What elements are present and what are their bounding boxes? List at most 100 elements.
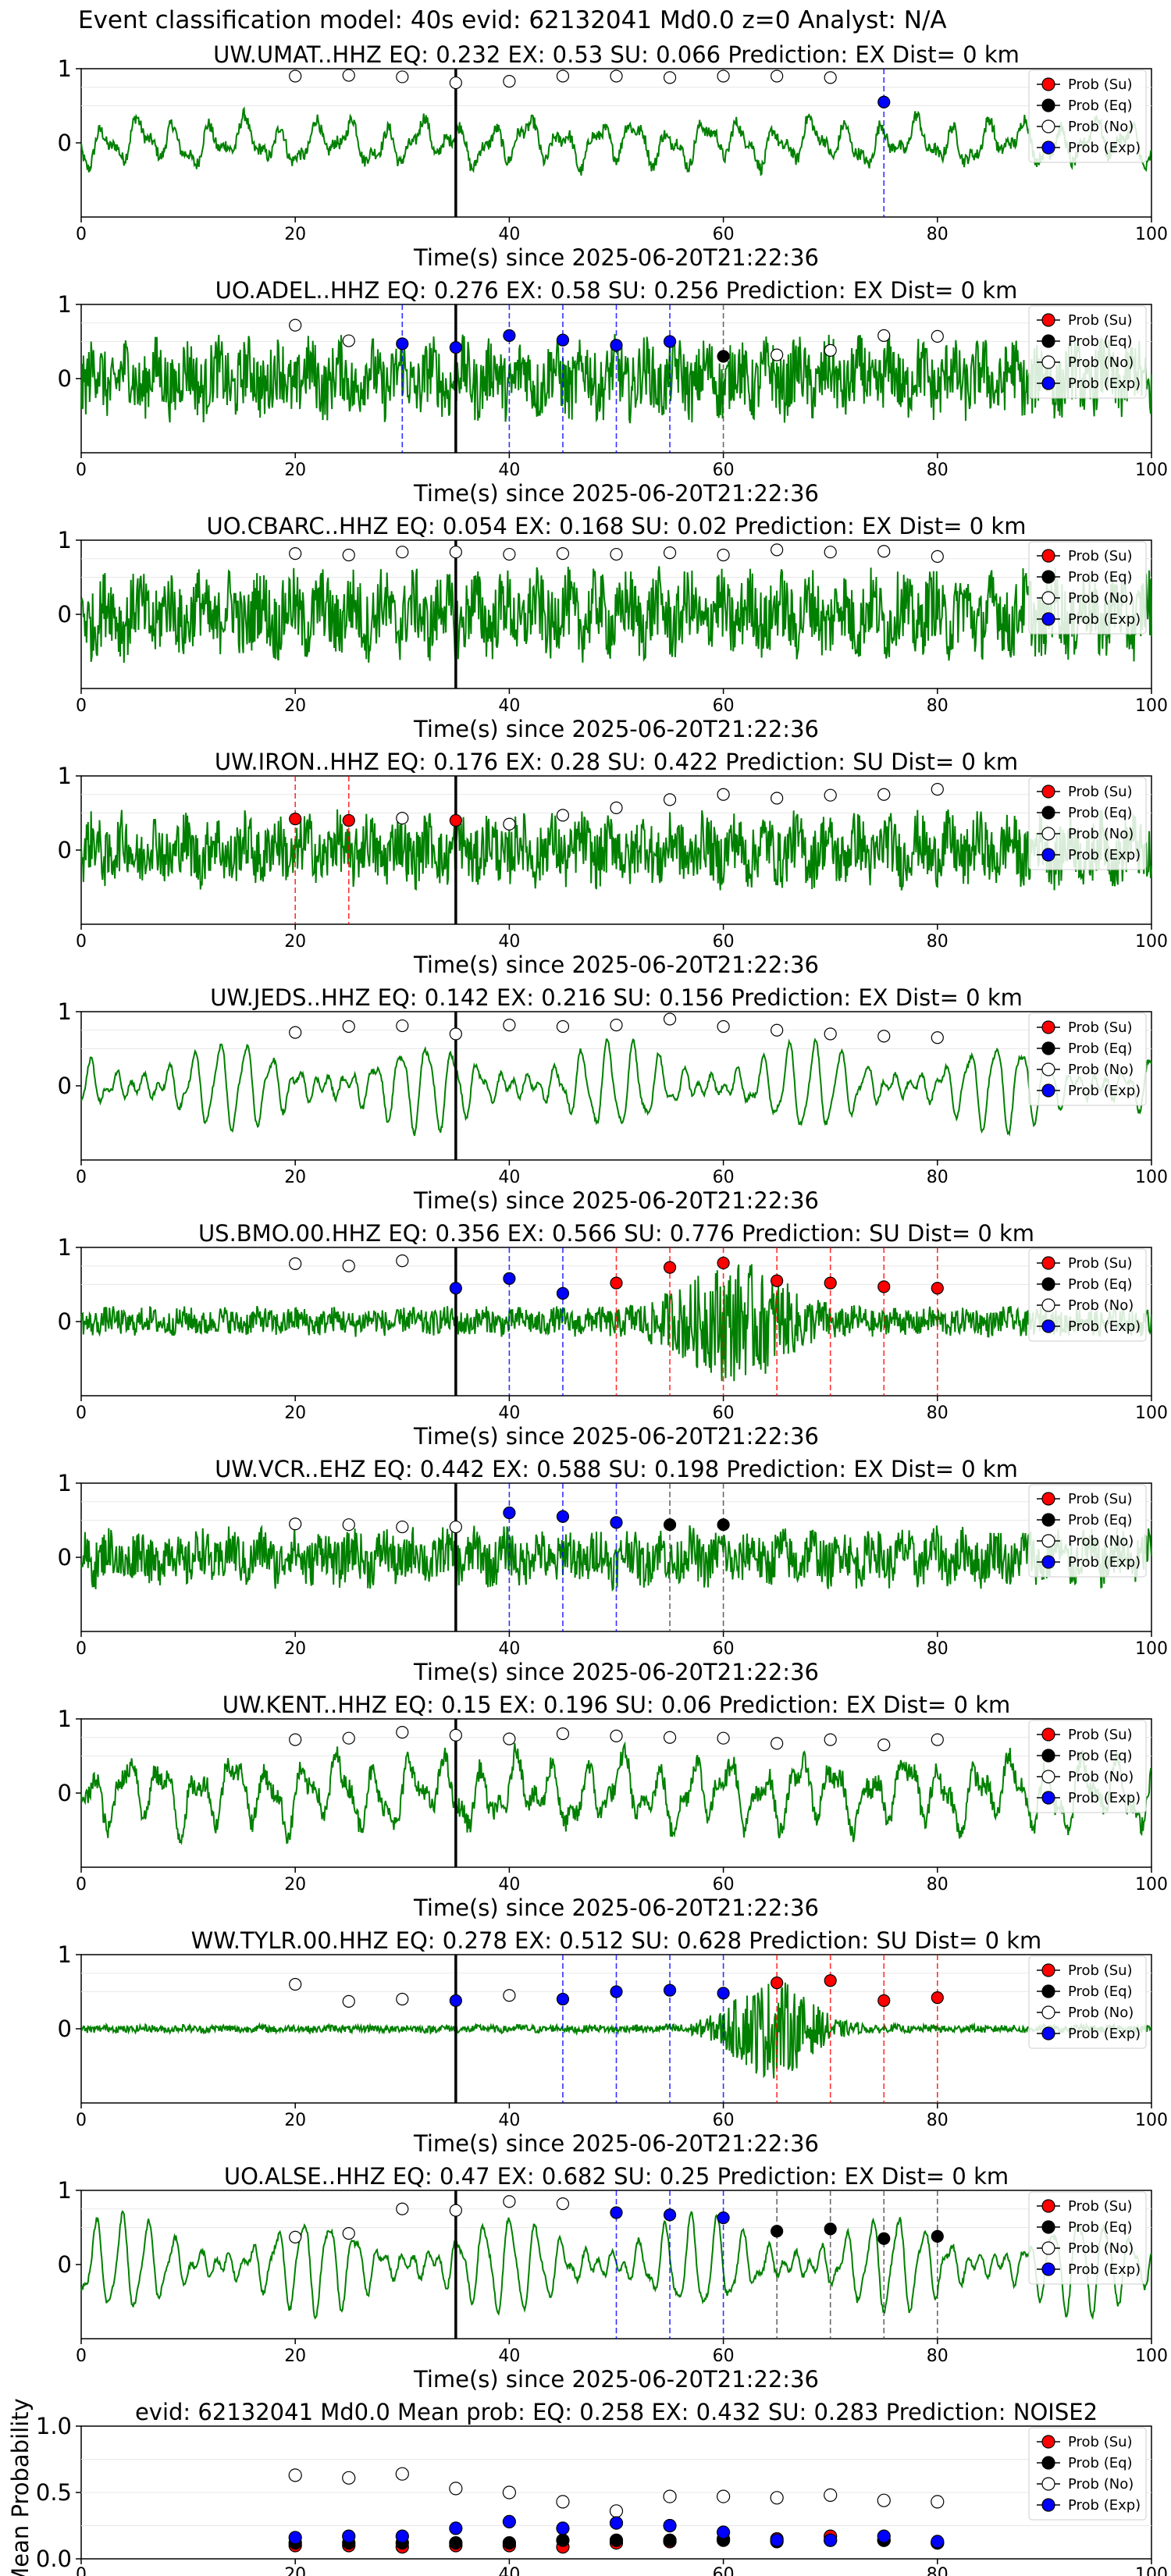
mean-prob-marker xyxy=(663,2489,677,2503)
legend: Prob (Su) Prob (Eq) Prob (No) Prob (Exp) xyxy=(1028,541,1147,635)
panel-title: US.BMO.00.HHZ EQ: 0.356 EX: 0.566 SU: 0.… xyxy=(198,1220,1034,1247)
prob-marker-su xyxy=(877,1994,891,2007)
legend-entry-eq: Prob (Eq) xyxy=(1037,569,1133,585)
prob-marker-no xyxy=(877,545,891,558)
legend-marker xyxy=(1041,1062,1055,1076)
x-tick-label: 80 xyxy=(927,2347,949,2366)
prob-marker-no xyxy=(342,2227,355,2240)
prob-marker-no xyxy=(342,334,355,347)
panel-title: UO.ADEL..HHZ EQ: 0.276 EX: 0.58 SU: 0.25… xyxy=(215,277,1018,304)
x-tick-label: 100 xyxy=(1135,696,1168,716)
prob-marker-no xyxy=(824,1733,837,1746)
legend-marker xyxy=(1041,570,1055,584)
prob-marker-no xyxy=(289,1257,302,1271)
prob-marker-no xyxy=(449,546,462,559)
legend-entry-su: Prob (Su) xyxy=(1037,1491,1133,1507)
legend-label: Prob (Su) xyxy=(1068,2198,1133,2215)
mean-prob-marker xyxy=(609,2504,624,2518)
prob-marker-no xyxy=(771,1023,784,1037)
legend-marker xyxy=(1041,1749,1055,1763)
x-tick-label: 0 xyxy=(76,2565,87,2576)
prob-marker-no xyxy=(556,1019,570,1034)
legend-marker xyxy=(1041,806,1055,820)
legend-label: Prob (No) xyxy=(1068,354,1134,371)
legend: Prob (Su) Prob (Eq) Prob (No) Prob (Exp) xyxy=(1028,1720,1147,1813)
prob-marker-no xyxy=(717,788,730,801)
prob-marker-no xyxy=(771,543,784,557)
legend-box xyxy=(1028,777,1147,870)
legend: Prob (Su) Prob (Eq) Prob (No) Prob (Exp) xyxy=(1028,305,1147,399)
x-tick-label: 0 xyxy=(76,2347,87,2366)
prob-marker-exp xyxy=(503,1272,516,1286)
x-axis-label: Time(s) since 2025-06-20T21:22:36 xyxy=(413,244,819,271)
prob-marker-eq xyxy=(663,1518,677,1532)
prob-marker-no xyxy=(503,1989,516,2002)
legend-marker xyxy=(1041,612,1055,626)
legend: Prob (Su) Prob (Eq) Prob (No) Prob (Exp) xyxy=(1028,1955,1147,2049)
legend-entry-eq: Prob (Eq) xyxy=(1037,1512,1133,1528)
prob-marker-exp xyxy=(449,1282,462,1295)
x-axis-label: Time(s) since 2025-06-20T21:22:36 xyxy=(413,1895,819,1921)
prob-marker-su xyxy=(717,1256,730,1270)
legend-label: Prob (Su) xyxy=(1068,1019,1133,1036)
prob-marker-su xyxy=(610,1276,623,1290)
prob-marker-no xyxy=(342,69,355,82)
legend-label: Prob (No) xyxy=(1068,1297,1134,1314)
prob-marker-no xyxy=(771,348,784,361)
legend-entry-su: Prob (Su) xyxy=(1037,548,1133,564)
legend-marker xyxy=(1041,77,1055,91)
x-tick-label: 60 xyxy=(713,696,735,716)
x-tick-label: 40 xyxy=(498,225,520,244)
y-tick-label: 1 xyxy=(58,998,72,1025)
prob-marker-no xyxy=(717,1019,730,1034)
x-tick-label: 20 xyxy=(284,696,306,716)
prob-marker-no xyxy=(396,70,409,84)
legend-marker xyxy=(1041,2199,1055,2213)
x-tick-label: 80 xyxy=(927,1404,949,1423)
prob-marker-no xyxy=(663,1731,677,1744)
panel-title: UO.ALSE..HHZ EQ: 0.47 EX: 0.682 SU: 0.25… xyxy=(224,2163,1009,2190)
panel-title: UW.UMAT..HHZ EQ: 0.232 EX: 0.53 SU: 0.06… xyxy=(213,41,1020,68)
waveform-trace xyxy=(80,1264,1152,1382)
prob-marker-exp xyxy=(877,95,891,109)
legend-entry-su: Prob (Su) xyxy=(1037,1019,1133,1036)
prob-marker-su xyxy=(771,1976,784,1990)
legend-label: Prob (Su) xyxy=(1068,1491,1133,1507)
y-tick-label: 1 xyxy=(58,2177,72,2204)
legend-label: Prob (Exp) xyxy=(1068,2497,1141,2514)
x-tick-label: 60 xyxy=(713,932,735,952)
legend-label: Prob (Su) xyxy=(1068,548,1133,564)
mean-prob-marker xyxy=(449,2536,463,2550)
prob-marker-no xyxy=(824,788,837,802)
legend-entry-su: Prob (Su) xyxy=(1037,1727,1133,1743)
x-tick-label: 60 xyxy=(713,225,735,244)
y-tick-label: 0 xyxy=(58,1780,72,1806)
prob-marker-no xyxy=(556,69,570,83)
x-tick-label: 0 xyxy=(76,1875,87,1895)
x-tick-label: 20 xyxy=(284,1875,306,1895)
prob-marker-exp xyxy=(503,329,516,342)
legend-label: Prob (Exp) xyxy=(1068,1790,1141,1806)
station-panel: UW.JEDS..HHZ EQ: 0.142 EX: 0.216 SU: 0.1… xyxy=(58,984,1168,1214)
prob-marker-no xyxy=(556,2197,570,2211)
legend-label: Prob (Eq) xyxy=(1068,1748,1133,1764)
prob-marker-su xyxy=(824,1974,837,1987)
legend-entry-su: Prob (Su) xyxy=(1037,312,1133,329)
prob-marker-no xyxy=(824,546,837,559)
legend-marker xyxy=(1041,355,1055,369)
legend-label: Prob (Exp) xyxy=(1068,847,1141,863)
legend-box xyxy=(1028,2191,1147,2285)
legend-entry-no: Prob (No) xyxy=(1037,354,1134,371)
legend-entry-no: Prob (No) xyxy=(1037,1062,1134,1078)
x-tick-label: 40 xyxy=(498,2347,520,2366)
prob-marker-eq xyxy=(877,2232,891,2245)
y-tick-label: 1 xyxy=(58,763,72,789)
legend-label: Prob (No) xyxy=(1068,1769,1134,1785)
prob-marker-no xyxy=(610,69,623,83)
prob-marker-no xyxy=(663,546,677,560)
x-tick-label: 80 xyxy=(927,2565,949,2576)
x-axis-label: Time(s) since 2025-06-20T21:22:36 xyxy=(413,480,819,507)
legend-marker xyxy=(1041,1492,1055,1506)
x-tick-label: 0 xyxy=(76,225,87,244)
x-tick-label: 100 xyxy=(1135,1404,1168,1423)
